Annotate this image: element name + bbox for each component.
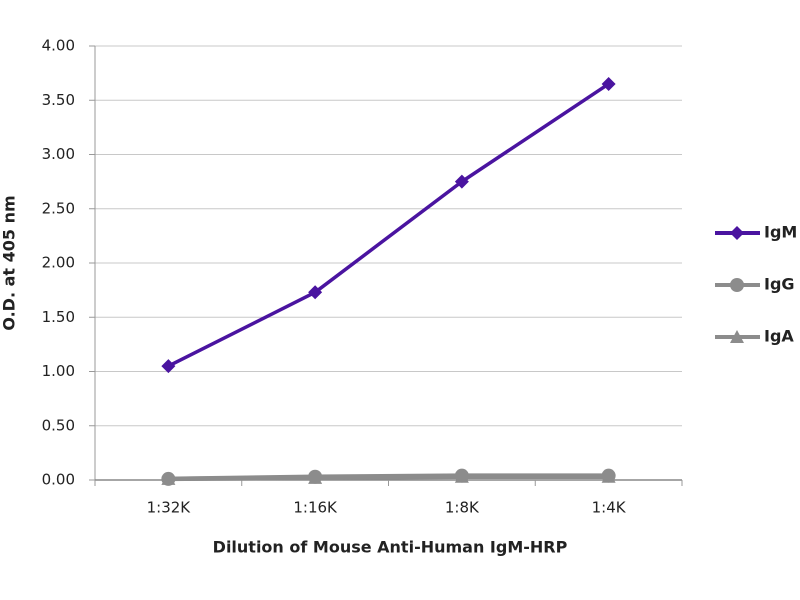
y-tick-label: 2.50 bbox=[42, 199, 75, 217]
legend-marker bbox=[730, 278, 744, 292]
series-line bbox=[168, 473, 609, 482]
legend-label: IgG bbox=[764, 275, 795, 294]
y-tick-label: 0.50 bbox=[42, 416, 75, 434]
data-point bbox=[161, 471, 176, 486]
data-point bbox=[601, 468, 616, 483]
data-point bbox=[308, 285, 323, 300]
y-tick-label: 1.00 bbox=[42, 362, 75, 380]
legend-marker bbox=[730, 226, 744, 240]
y-tick-label: 4.00 bbox=[42, 37, 75, 55]
x-axis-label: Dilution of Mouse Anti-Human IgM-HRP bbox=[213, 538, 568, 557]
x-tick-label: 1:8K bbox=[445, 499, 480, 517]
y-tick-label: 3.50 bbox=[42, 91, 75, 109]
x-tick-label: 1:4K bbox=[592, 499, 627, 517]
y-tick-label: 1.50 bbox=[42, 308, 75, 326]
y-tick-label: 0.00 bbox=[42, 471, 75, 489]
data-point bbox=[454, 174, 469, 189]
data-point bbox=[601, 76, 616, 91]
series-line bbox=[167, 82, 610, 368]
legend-marker bbox=[730, 330, 744, 343]
y-tick-label: 3.00 bbox=[42, 145, 75, 163]
y-tick-label: 2.00 bbox=[42, 254, 75, 272]
legend-label: IgM bbox=[764, 223, 797, 242]
legend-label: IgA bbox=[764, 327, 794, 346]
x-tick-label: 1:16K bbox=[293, 499, 338, 517]
data-point bbox=[161, 359, 176, 374]
y-axis-label: O.D. at 405 nm bbox=[0, 195, 19, 330]
data-point bbox=[308, 469, 323, 484]
x-tick-label: 1:32K bbox=[147, 499, 192, 517]
data-point bbox=[454, 468, 469, 483]
